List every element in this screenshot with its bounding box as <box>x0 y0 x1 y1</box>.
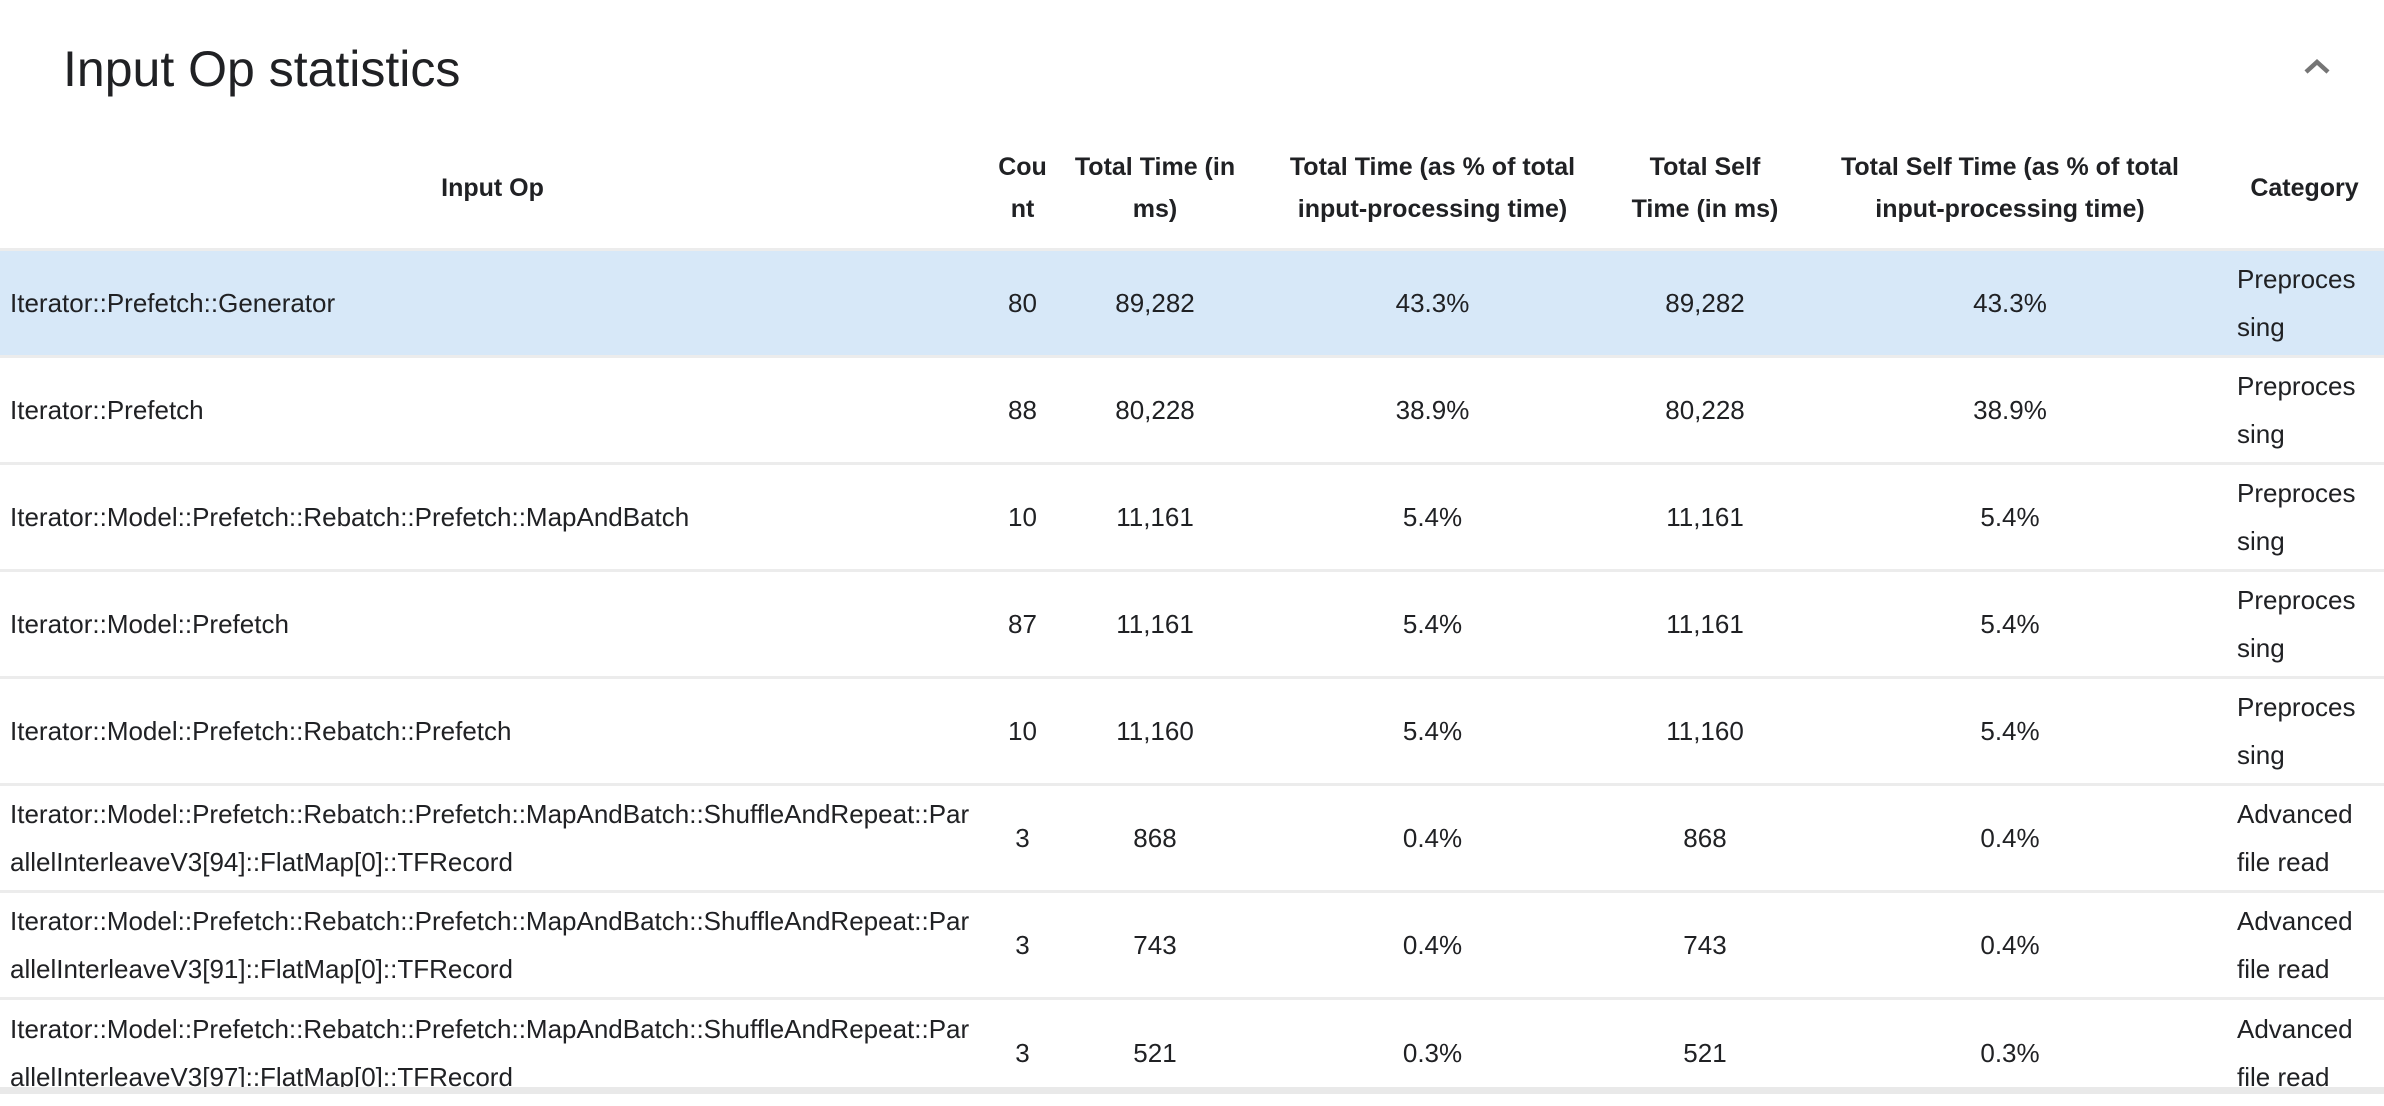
self-time-cell: 868 <box>1683 823 1727 853</box>
total-time-pct-cell: 5.4% <box>1402 716 1463 746</box>
count-cell: 88 <box>1008 395 1037 425</box>
self-time-cell: 11,161 <box>1666 502 1744 532</box>
input-op-cell: Iterator::Model::Prefetch::Rebatch::Pref… <box>10 1013 970 1092</box>
count-cell: 87 <box>1008 609 1037 639</box>
table-row[interactable]: Iterator::Prefetch 88 80,228 38.9% 80,228 38.… <box>0 356 2384 464</box>
self-time-cell: 743 <box>1683 930 1727 960</box>
total-time-pct-cell: 5.4% <box>1402 609 1463 639</box>
count-cell: 3 <box>1015 823 1030 853</box>
self-time-pct-cell: 5.4% <box>1980 502 2040 532</box>
total-time-cell: 743 <box>1133 930 1177 960</box>
total-time-cell: 80,228 <box>1115 395 1195 425</box>
total-time-pct-cell: 43.3% <box>1395 288 1470 318</box>
total-time-cell: 521 <box>1133 1037 1177 1068</box>
self-time-cell: 11,160 <box>1666 716 1744 746</box>
category-cell: Advanced file read <box>2237 799 2353 877</box>
column-header-category[interactable]: Category <box>2250 174 2359 202</box>
total-time-cell: 11,161 <box>1116 502 1194 532</box>
category-cell: Preprocessing <box>2237 585 2356 663</box>
table-row[interactable]: Iterator::Model::Prefetch::Rebatch::Pref… <box>0 891 2384 999</box>
total-time-cell: 11,161 <box>1116 609 1194 639</box>
count-cell: 10 <box>1008 502 1037 532</box>
column-header-self-time[interactable]: Total Self Time (in ms) <box>1631 153 1779 223</box>
self-time-cell: 80,228 <box>1665 395 1745 425</box>
category-cell: Advanced file read <box>2237 906 2353 984</box>
category-cell: Preprocessing <box>2237 371 2356 449</box>
table-row[interactable]: Iterator::Model::Prefetch::Rebatch::Pref… <box>0 677 2384 785</box>
self-time-cell: 89,282 <box>1665 288 1745 318</box>
input-op-table-body: Iterator::Prefetch::Generator 80 89,282 43.… <box>0 249 2384 1106</box>
self-time-cell: 11,161 <box>1666 609 1744 639</box>
count-cell: 10 <box>1008 716 1037 746</box>
table-row[interactable]: Iterator::Model::Prefetch::Rebatch::Pref… <box>0 463 2384 571</box>
self-time-pct-cell: 0.4% <box>1980 823 2040 853</box>
horizontal-scrollbar[interactable] <box>0 1087 2384 1094</box>
collapse-section-button[interactable] <box>2296 50 2338 84</box>
total-time-pct-cell: 38.9% <box>1395 395 1470 425</box>
input-op-cell: Iterator::Model::Prefetch::Rebatch::Pref… <box>10 906 970 984</box>
input-op-statistics-table: Input Op Count Total Time (in ms) Total … <box>0 120 2384 1106</box>
total-time-cell: 11,160 <box>1116 716 1194 746</box>
category-cell: Preprocessing <box>2237 478 2356 556</box>
total-time-pct-cell: 0.4% <box>1402 930 1463 960</box>
input-op-cell: Iterator::Prefetch::Generator <box>10 288 336 318</box>
table-row[interactable]: Iterator::Model::Prefetch::Rebatch::Pref… <box>0 784 2384 892</box>
table-header-row: Input Op Count Total Time (in ms) Total … <box>0 120 2384 250</box>
input-op-cell: Iterator::Model::Prefetch::Rebatch::Pref… <box>10 799 970 877</box>
page-title: Input Op statistics <box>63 41 461 97</box>
count-cell: 3 <box>1015 930 1030 960</box>
count-cell: 80 <box>1008 288 1037 318</box>
column-header-input-op[interactable]: Input Op <box>441 174 544 202</box>
input-op-cell: Iterator::Model::Prefetch <box>10 609 289 639</box>
column-header-total-time[interactable]: Total Time (in ms) <box>1074 153 1236 223</box>
column-header-count[interactable]: Count <box>998 153 1047 223</box>
total-time-cell: 868 <box>1133 823 1177 853</box>
self-time-pct-cell: 5.4% <box>1980 716 2040 746</box>
self-time-pct-cell: 38.9% <box>1973 395 2047 425</box>
category-cell: Preprocessing <box>2237 692 2356 770</box>
chevron-up-icon <box>2296 57 2338 77</box>
self-time-pct-cell: 0.3% <box>1980 1037 2040 1068</box>
self-time-pct-cell: 0.4% <box>1980 930 2040 960</box>
table-row[interactable]: Iterator::Prefetch::Generator 80 89,282 43.… <box>0 249 2384 357</box>
total-time-pct-cell: 0.4% <box>1402 823 1463 853</box>
input-op-cell: Iterator::Model::Prefetch::Rebatch::Pref… <box>10 502 690 532</box>
input-op-cell: Iterator::Prefetch <box>10 395 204 425</box>
self-time-pct-cell: 5.4% <box>1980 609 2040 639</box>
table-row[interactable]: Iterator::Model::Prefetch 87 11,161 5.4% 11,… <box>0 570 2384 678</box>
self-time-cell: 521 <box>1683 1037 1727 1068</box>
section-header: Input Op statistics <box>0 0 2384 120</box>
column-header-total-time-pct[interactable]: Total Time (as % of total input-processi… <box>1289 153 1576 223</box>
input-op-cell: Iterator::Model::Prefetch::Rebatch::Pref… <box>10 716 512 746</box>
total-time-pct-cell: 0.3% <box>1402 1037 1463 1068</box>
category-cell: Advanced file read <box>2237 1013 2353 1092</box>
total-time-cell: 89,282 <box>1115 288 1195 318</box>
count-cell: 3 <box>1015 1037 1030 1068</box>
total-time-pct-cell: 5.4% <box>1402 502 1463 532</box>
column-header-self-time-pct[interactable]: Total Self Time (as % of total input-pro… <box>1840 153 2179 223</box>
category-cell: Preprocessing <box>2237 264 2356 342</box>
self-time-pct-cell: 43.3% <box>1973 288 2047 318</box>
